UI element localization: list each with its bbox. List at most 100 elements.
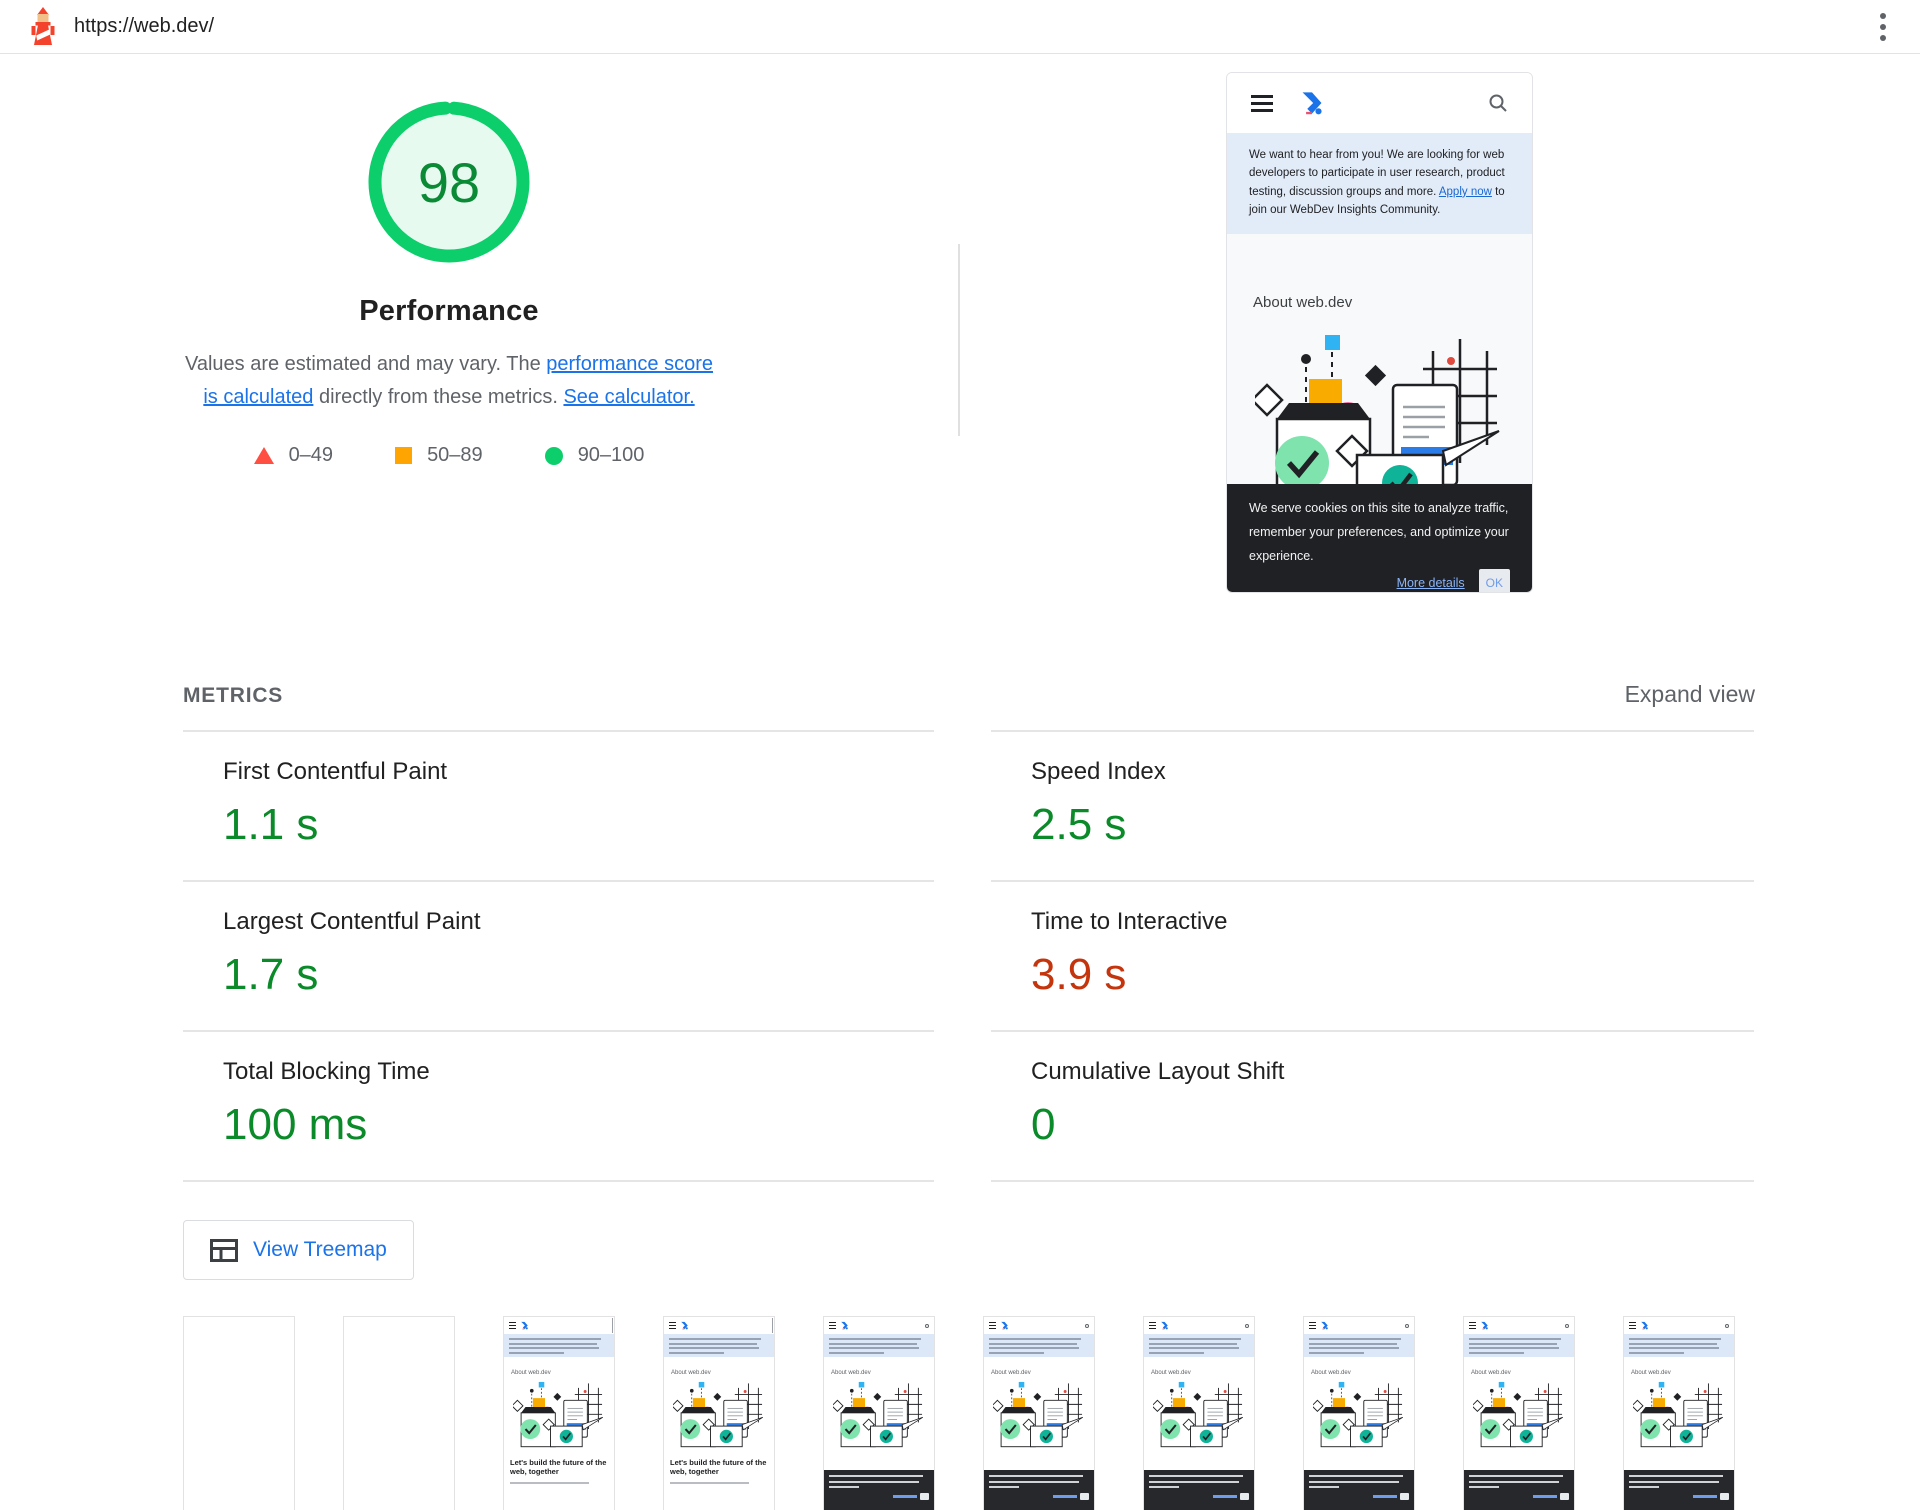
filmstrip-frame: About web.dev Let's build the future of … [1623,1316,1735,1510]
mini-text-line [670,1482,750,1484]
view-treemap-button[interactable]: View Treemap [183,1220,414,1280]
performance-score-value: 98 [417,150,481,214]
metric-largest-contentful-paint[interactable]: Largest Contentful Paint 1.7 s [183,880,934,1030]
filmstrip-frame: About web.dev Let's build the future of … [983,1316,1095,1510]
expand-view-button[interactable]: Expand view [1624,681,1755,707]
webdev-logo-icon [1161,1321,1168,1330]
filmstrip-frame: About web.dev Let's build the future of … [663,1316,775,1510]
mini-banner [1304,1334,1414,1357]
search-icon [1085,1323,1089,1328]
mini-about-heading: About web.dev [671,1369,711,1376]
mini-about-heading: About web.dev [1631,1369,1671,1376]
mini-cookie-banner [984,1470,1094,1510]
filmstrip: About web.dev Let's build the future of … [183,1316,1735,1510]
treemap-icon [210,1238,238,1262]
mini-site-header [1464,1317,1574,1334]
metric-label: Largest Contentful Paint [223,908,481,935]
mini-site-header [1304,1317,1414,1334]
mini-cookie-banner [1144,1470,1254,1510]
mini-about-heading: About web.dev [831,1369,871,1376]
mini-cookie-banner [1304,1470,1414,1510]
webdev-logo-icon [521,1321,528,1330]
webdev-logo-icon [841,1321,848,1330]
webdev-logo-icon [1321,1321,1328,1330]
mini-site-header [1624,1317,1734,1334]
legend-range: 50–89 [427,444,483,466]
performance-gauge[interactable]: 98 [367,100,531,264]
filmstrip-frame: About web.dev Let's build the future of … [1463,1316,1575,1510]
mini-banner [504,1334,614,1357]
mini-about-heading: About web.dev [511,1369,551,1376]
mini-about-heading: About web.dev [1471,1369,1511,1376]
legend-range: 90–100 [577,444,645,466]
hamburger-menu-icon [1251,94,1273,112]
metric-speed-index[interactable]: Speed Index 2.5 s [991,730,1754,880]
search-icon [1245,1323,1249,1328]
metric-time-to-interactive[interactable]: Time to Interactive 3.9 s [991,880,1754,1030]
filmstrip-frame: About web.dev Let's build the future of … [183,1316,295,1510]
webdev-illustration [1633,1380,1724,1448]
gauge-ring-icon [368,101,530,263]
desc-text: directly from these metrics. [313,386,564,408]
apply-now-link: Apply now [1438,185,1492,198]
see-calculator-link[interactable]: See calculator. [563,386,695,408]
metrics-section: METRICS Expand view First Contentful Pai… [0,681,1920,1182]
fail-triangle-icon [253,447,274,464]
metric-label: Speed Index [1031,758,1166,785]
webdev-logo-icon [681,1321,688,1330]
mini-banner [824,1334,934,1357]
mini-headline: Let's build the future of the web, toget… [510,1457,607,1477]
search-icon [1405,1323,1409,1328]
mini-about-heading: About web.dev [1151,1369,1191,1376]
metric-first-contentful-paint[interactable]: First Contentful Paint 1.1 s [183,730,934,880]
scrollbar [611,1318,613,1333]
cookie-ok-button: OK [1478,569,1510,592]
hamburger-menu-icon [1469,1322,1476,1329]
webdev-illustration [1313,1380,1404,1448]
webdev-logo-icon [1481,1321,1488,1330]
metric-label: Cumulative Layout Shift [1031,1058,1285,1085]
mini-cookie-banner [824,1470,934,1510]
about-heading: About web.dev [1253,293,1353,311]
search-icon [1565,1323,1569,1328]
scrollbar [771,1318,773,1333]
hamburger-menu-icon [1629,1322,1636,1329]
more-details-link: More details [1396,575,1465,590]
legend-fail: 0–49 [253,444,334,467]
metric-total-blocking-time[interactable]: Total Blocking Time 100 ms [183,1030,934,1180]
legend-range: 0–49 [288,444,334,466]
webdev-illustration [833,1380,924,1448]
search-icon [1725,1323,1729,1328]
overflow-menu-button[interactable] [1872,5,1894,49]
metric-value: 1.7 s [223,950,319,999]
mini-banner [984,1334,1094,1357]
filmstrip-frame: About web.dev Let's build the future of … [823,1316,935,1510]
webdev-illustration [1153,1380,1244,1448]
filmstrip-frame: About web.dev Let's build the future of … [1143,1316,1255,1510]
search-icon [925,1323,929,1328]
treemap-label: View Treemap [253,1238,387,1261]
mini-site-header [984,1317,1094,1334]
metric-cumulative-layout-shift[interactable]: Cumulative Layout Shift 0 [991,1030,1754,1180]
metric-value: 2.5 s [1031,800,1127,849]
mini-site-header [664,1317,774,1334]
pass-circle-icon [544,446,563,465]
lighthouse-logo-icon [31,6,55,45]
metric-value: 0 [1031,1100,1056,1149]
metric-value: 100 ms [223,1100,368,1149]
metric-label: Time to Interactive [1031,908,1228,935]
score-legend: 0–49 50–89 90–100 [180,444,718,467]
score-calc-link[interactable]: performance score is calculated [203,353,714,408]
average-square-icon [395,447,413,464]
mini-about-heading: About web.dev [991,1369,1031,1376]
hamburger-menu-icon [829,1322,836,1329]
mini-site-header [824,1317,934,1334]
screenshot-banner: We want to hear from you! We are looking… [1227,133,1532,234]
performance-score-block: 98 Performance Values are estimated and … [180,72,718,593]
webdev-logo-icon [1001,1321,1008,1330]
legend-pass: 90–100 [544,444,645,467]
metric-label: First Contentful Paint [223,758,448,785]
hamburger-menu-icon [1309,1322,1316,1329]
score-description: Values are estimated and may vary. The p… [180,348,718,414]
cookie-text: We serve cookies on this site to analyze… [1249,501,1509,563]
